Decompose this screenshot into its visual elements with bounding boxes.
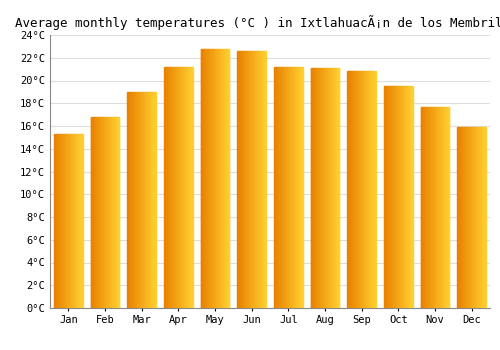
- Title: Average monthly temperatures (°C ) in IxtlahuacÃ¡n de los Membrillos: Average monthly temperatures (°C ) in Ix…: [15, 15, 500, 30]
